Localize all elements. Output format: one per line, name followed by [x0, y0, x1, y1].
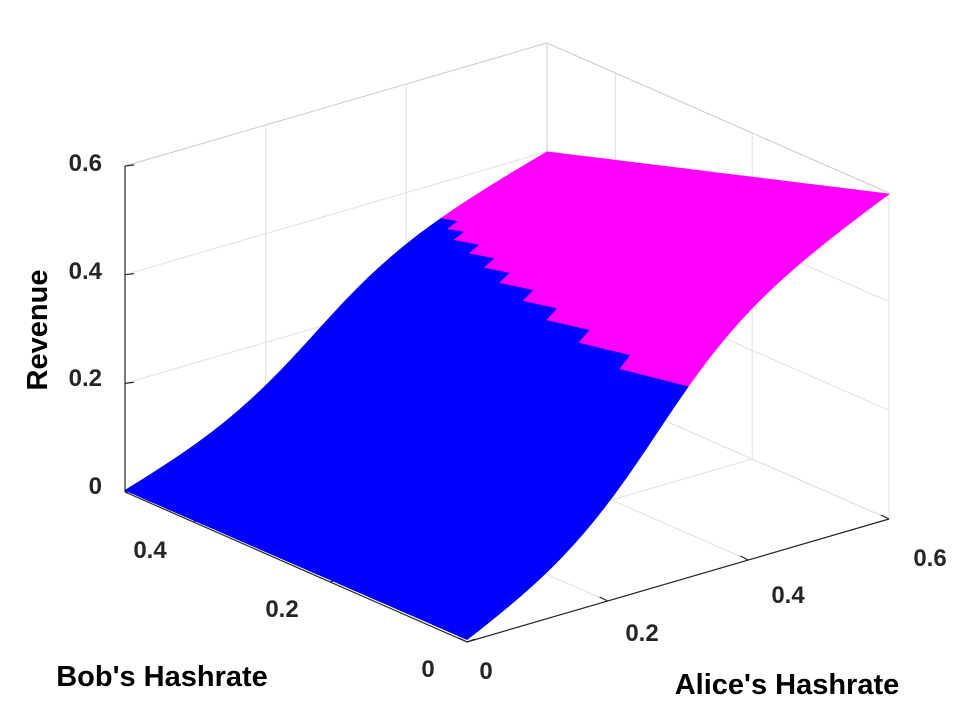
z-tick-mark: [124, 273, 135, 276]
y-axis-tick-labels: 0 0.2 0.4: [133, 537, 434, 683]
y-tick-mark: [466, 638, 476, 643]
z-tick-label: 0.2: [69, 365, 102, 392]
x-tick-label: 0.2: [625, 620, 658, 647]
x-tick-label: 0: [479, 658, 492, 685]
x-axis-line: [466, 518, 890, 643]
revenue-surface: [124, 151, 891, 640]
y-tick-label: 0: [421, 656, 434, 683]
z-tick-mark: [124, 381, 135, 384]
x-axis-tick-labels: 0 0.2 0.4 0.6: [479, 545, 946, 685]
box-edge: [546, 42, 890, 194]
z-tick-label: 0.4: [69, 258, 103, 285]
x-tick-mark: [880, 514, 890, 520]
x-tick-mark: [599, 596, 608, 602]
surface-patch: [868, 192, 891, 203]
box-edge: [124, 42, 548, 167]
z-tick-mark: [124, 164, 135, 167]
x-axis-label: Alice's Hashrate: [675, 669, 900, 701]
grid-line: [124, 151, 548, 276]
y-tick-label: 0.4: [133, 537, 167, 564]
z-axis-label: Revenue: [22, 270, 54, 391]
z-axis-tick-labels: 0 0.2 0.4 0.6: [69, 150, 103, 500]
x-tick-mark: [740, 555, 749, 561]
x-tick-mark: [458, 637, 468, 643]
z-tick-label: 0: [89, 473, 102, 500]
y-axis-line: [124, 491, 468, 643]
x-tick-label: 0.4: [771, 582, 805, 609]
z-tick-label: 0.6: [69, 150, 102, 177]
x-tick-label: 0.6: [913, 545, 946, 572]
y-tick-label: 0.2: [265, 596, 298, 623]
y-axis-label: Bob's Hashrate: [56, 661, 268, 693]
axis-lines: [124, 164, 890, 643]
